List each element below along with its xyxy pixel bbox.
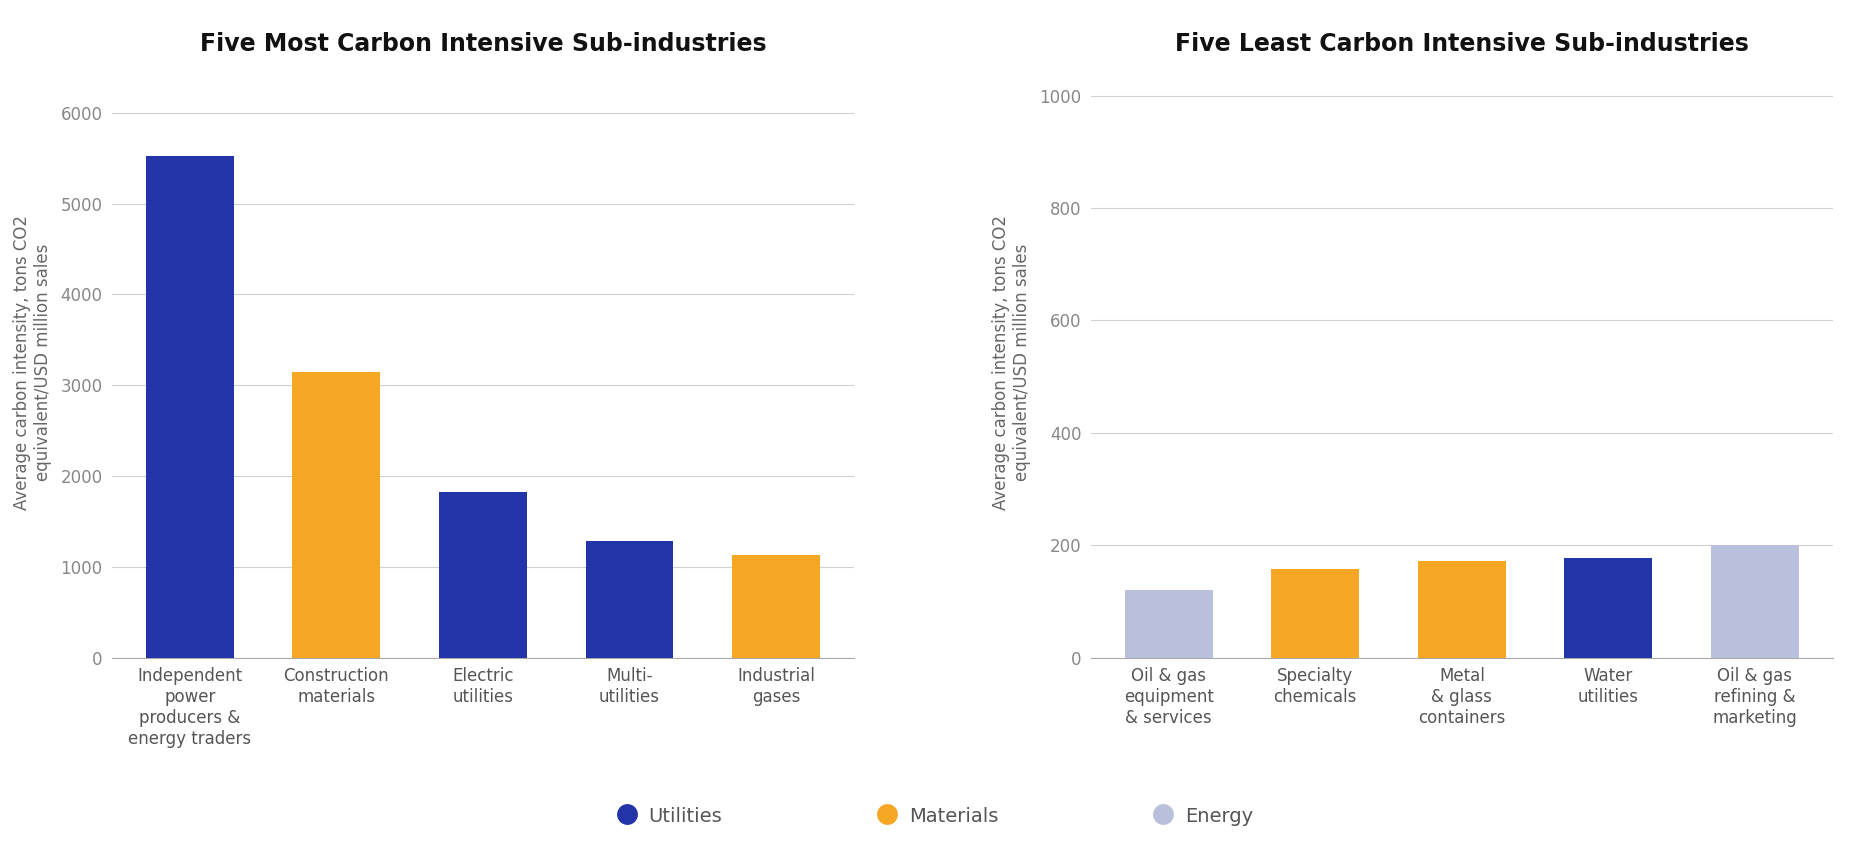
Bar [1711, 545, 1799, 658]
Bar [1124, 590, 1212, 658]
Bar [292, 372, 380, 658]
Bar [1565, 557, 1653, 658]
Y-axis label: Average carbon intensity, tons CO2
equivalent/USD million sales: Average carbon intensity, tons CO2 equiv… [993, 215, 1030, 510]
Bar [1417, 561, 1505, 658]
Bar [1272, 569, 1359, 658]
Bar [439, 492, 527, 658]
Bar [733, 555, 821, 658]
Title: Five Most Carbon Intensive Sub-industries: Five Most Carbon Intensive Sub-industrie… [200, 32, 767, 56]
Bar [146, 155, 234, 658]
Legend: Utilities, Materials, Energy: Utilities, Materials, Energy [610, 798, 1260, 833]
Y-axis label: Average carbon intensity, tons CO2
equivalent/USD million sales: Average carbon intensity, tons CO2 equiv… [13, 215, 52, 510]
Bar [585, 541, 673, 658]
Title: Five Least Carbon Intensive Sub-industries: Five Least Carbon Intensive Sub-industri… [1174, 32, 1748, 56]
